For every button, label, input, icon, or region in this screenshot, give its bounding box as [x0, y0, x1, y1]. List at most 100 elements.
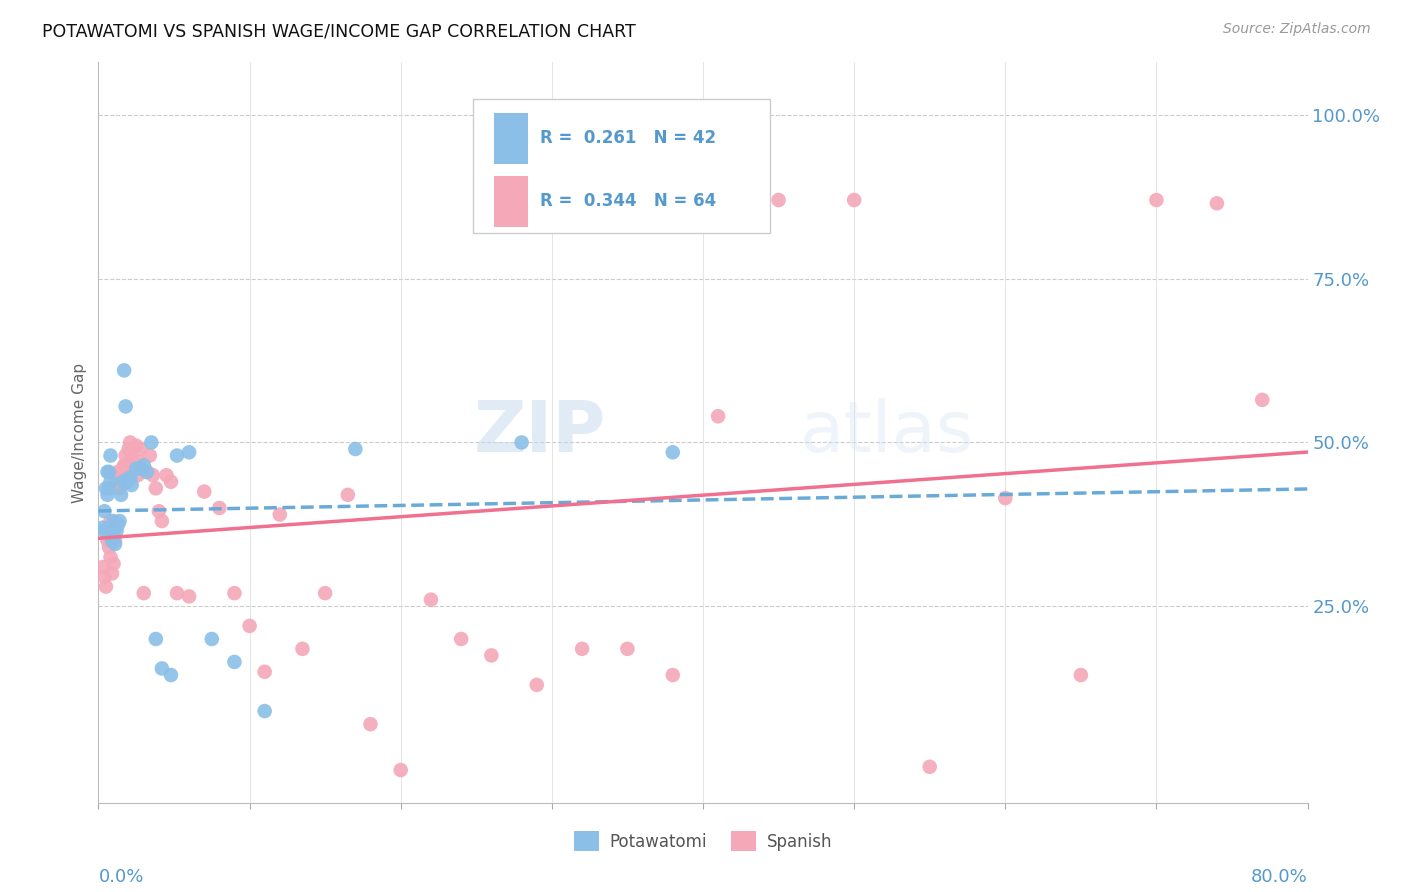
- Point: [160, 475, 183, 489]
- Point: [98, 465, 121, 479]
- Point: [571, 641, 593, 656]
- Point: [103, 531, 125, 545]
- Point: [100, 475, 122, 489]
- Point: [121, 478, 143, 492]
- Point: [120, 471, 142, 485]
- Point: [253, 704, 276, 718]
- Point: [291, 641, 314, 656]
- Point: [114, 400, 136, 414]
- Point: [122, 455, 145, 469]
- Point: [510, 435, 533, 450]
- Point: [100, 514, 122, 528]
- Point: [94, 481, 117, 495]
- Point: [101, 566, 124, 581]
- Point: [166, 449, 188, 463]
- Text: 80.0%: 80.0%: [1251, 868, 1308, 887]
- Point: [314, 586, 336, 600]
- Point: [139, 449, 162, 463]
- Point: [110, 471, 132, 485]
- Point: [166, 586, 188, 600]
- Point: [918, 760, 941, 774]
- Point: [179, 445, 201, 459]
- Point: [104, 537, 127, 551]
- Point: [96, 465, 118, 479]
- Point: [707, 409, 730, 424]
- Point: [111, 461, 134, 475]
- Point: [107, 517, 129, 532]
- Point: [112, 458, 135, 473]
- Point: [101, 533, 124, 548]
- Point: [96, 533, 118, 548]
- Point: [844, 193, 866, 207]
- Point: [103, 557, 125, 571]
- Point: [112, 363, 135, 377]
- Text: R =  0.344   N = 64: R = 0.344 N = 64: [540, 193, 716, 211]
- Point: [193, 484, 215, 499]
- Point: [179, 590, 201, 604]
- Point: [450, 632, 472, 646]
- Point: [389, 763, 412, 777]
- Text: POTAWATOMI VS SPANISH WAGE/INCOME GAP CORRELATION CHART: POTAWATOMI VS SPANISH WAGE/INCOME GAP CO…: [42, 22, 636, 40]
- Point: [269, 508, 291, 522]
- Point: [768, 193, 790, 207]
- Point: [114, 449, 136, 463]
- Point: [141, 435, 163, 450]
- Point: [1144, 193, 1167, 207]
- Point: [110, 488, 132, 502]
- Point: [128, 455, 150, 469]
- Point: [105, 475, 128, 489]
- Point: [150, 514, 173, 528]
- Point: [155, 468, 177, 483]
- Point: [145, 632, 167, 646]
- FancyBboxPatch shape: [494, 113, 527, 163]
- Point: [145, 481, 167, 495]
- Point: [150, 661, 173, 675]
- Point: [93, 524, 115, 538]
- Text: Source: ZipAtlas.com: Source: ZipAtlas.com: [1223, 22, 1371, 37]
- Point: [118, 442, 141, 456]
- Point: [336, 488, 359, 502]
- Point: [129, 442, 152, 456]
- Point: [616, 641, 638, 656]
- FancyBboxPatch shape: [474, 99, 769, 233]
- Point: [129, 461, 152, 475]
- FancyBboxPatch shape: [494, 176, 527, 227]
- Point: [1070, 668, 1092, 682]
- Point: [93, 570, 115, 584]
- Text: 0.0%: 0.0%: [98, 868, 143, 887]
- Point: [115, 475, 138, 489]
- Point: [93, 504, 115, 518]
- Point: [100, 550, 122, 565]
- Point: [1206, 196, 1229, 211]
- Point: [108, 514, 131, 528]
- Point: [160, 668, 183, 682]
- Point: [420, 592, 443, 607]
- Point: [120, 435, 142, 450]
- Point: [115, 461, 138, 475]
- Y-axis label: Wage/Income Gap: Wage/Income Gap: [72, 362, 87, 503]
- Point: [360, 717, 382, 731]
- Point: [100, 449, 122, 463]
- Point: [224, 586, 246, 600]
- Point: [148, 504, 170, 518]
- Point: [94, 580, 117, 594]
- Point: [98, 481, 121, 495]
- Text: ZIP: ZIP: [474, 398, 606, 467]
- Point: [201, 632, 224, 646]
- Point: [132, 458, 155, 473]
- Point: [104, 521, 127, 535]
- Point: [91, 560, 114, 574]
- Point: [1251, 392, 1274, 407]
- Point: [125, 439, 148, 453]
- Point: [481, 648, 503, 663]
- Legend: Potawatomi, Spanish: Potawatomi, Spanish: [568, 825, 838, 857]
- Point: [121, 451, 143, 466]
- Point: [526, 678, 548, 692]
- Point: [142, 468, 165, 483]
- Point: [104, 533, 127, 548]
- Point: [108, 481, 131, 495]
- Point: [107, 465, 129, 479]
- Point: [135, 465, 157, 479]
- Point: [208, 500, 231, 515]
- Point: [105, 524, 128, 538]
